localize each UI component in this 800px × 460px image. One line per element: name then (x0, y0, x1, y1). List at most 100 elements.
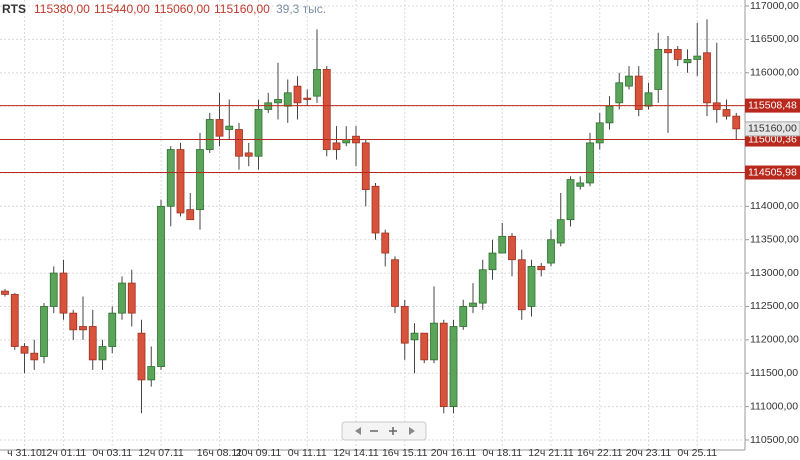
candle-body (176, 149, 185, 214)
candle-body (49, 272, 58, 307)
y-tick-label: 113000,00 (750, 267, 799, 279)
candle-body (449, 326, 458, 408)
candle-body (40, 306, 48, 357)
candle-body (235, 129, 243, 157)
candle-body (293, 85, 302, 104)
candle-body (254, 109, 263, 157)
candle-body (59, 272, 68, 314)
candle-body (127, 282, 136, 314)
candle-body (10, 294, 19, 347)
y-tick-label: 111500,00 (750, 367, 798, 379)
candle-body (556, 219, 565, 244)
candle-body (283, 92, 292, 107)
level-label-box (745, 98, 800, 113)
candle-body (215, 119, 224, 137)
y-tick-label: 116000,00 (750, 67, 799, 79)
last-price-box (744, 121, 800, 137)
candle-body (79, 326, 87, 331)
y-tick-label: 112000,00 (750, 334, 799, 346)
candle-body (673, 49, 682, 60)
y-tick-label: 110500,00 (750, 434, 799, 446)
candle-body (137, 332, 146, 381)
navigator-frame (341, 421, 427, 441)
x-tick-label: 0ч 18.11 (482, 447, 522, 459)
candle-body (420, 332, 429, 361)
x-tick-label: 16ч 22.11 (577, 447, 623, 459)
candle-body (225, 125, 234, 130)
y-tick-label: 111000,00 (750, 400, 798, 412)
last-price-label: 115160,00 (748, 123, 797, 135)
candle-body (322, 69, 331, 150)
x-tick-label: 16ч 08.11 (197, 447, 243, 459)
candle-body (605, 105, 614, 124)
candle-body (625, 75, 633, 87)
candle-body (722, 109, 731, 117)
candle-body (186, 209, 195, 221)
candle-body (703, 52, 711, 104)
scroll-right[interactable] (409, 427, 415, 435)
candle-body (430, 322, 438, 361)
candle-body (517, 259, 526, 311)
candle-body (371, 185, 380, 234)
x-tick-label: 0ч 11.11 (288, 447, 327, 459)
candle-body (313, 69, 321, 97)
candle-body (196, 149, 204, 211)
candle-body (410, 332, 419, 341)
candle-body (20, 346, 29, 354)
candle-body (361, 142, 370, 191)
candle-body (303, 97, 312, 100)
y-tick-label: 113500,00 (750, 233, 799, 245)
candle-body (498, 235, 507, 254)
candle-body (488, 252, 497, 271)
candle-body (537, 265, 546, 271)
candle-body (400, 306, 409, 344)
scroll-left[interactable] (355, 427, 361, 435)
header: RTS 115380,00 115440,00 115060,00 115160… (2, 2, 326, 16)
candle-body (712, 102, 721, 110)
y-tick-label: 112500,00 (750, 300, 799, 312)
x-tick-label: 20ч 09.11 (236, 447, 282, 459)
x-tick-label: ч 31.10 (7, 447, 42, 459)
candle-body (147, 366, 156, 381)
volume: 39,3 тыс. (276, 2, 326, 16)
level-label: 114505,98 (748, 166, 797, 178)
candle-body (391, 259, 399, 307)
x-tick-label: 0ч 25.11 (677, 447, 717, 459)
candle-body (732, 115, 741, 130)
candle-body (576, 182, 585, 187)
candle-body (166, 149, 175, 207)
candle-body (381, 232, 390, 254)
y-tick-label: 114000,00 (750, 200, 799, 212)
candle-body (683, 59, 692, 64)
candle-body (693, 55, 702, 60)
navigator (341, 421, 427, 441)
candle-body (69, 312, 78, 331)
x-tick-label: 16ч 15.11 (382, 447, 428, 459)
candle-body (1, 290, 9, 295)
symbol: RTS (2, 2, 26, 16)
y-tick-label: 117000,00 (750, 0, 799, 12)
x-tick-label: 12ч 14.11 (333, 447, 379, 459)
candle-body (274, 99, 282, 104)
x-tick-label: 12ч 01.11 (41, 447, 87, 459)
close-price: 115160,00 (214, 2, 270, 16)
candle-body (654, 49, 663, 90)
open-price: 115380,00 (34, 2, 90, 16)
candle-body (88, 326, 97, 361)
y-tick-label: 116500,00 (750, 33, 799, 45)
candle-body (469, 302, 477, 307)
candle-body (478, 269, 487, 304)
x-tick-label: 20ч 16.11 (431, 447, 477, 459)
candle-body (244, 152, 253, 157)
candle-body (595, 122, 604, 144)
candle-body (566, 179, 575, 221)
candle-body (586, 142, 594, 184)
candle-body (547, 239, 555, 264)
low-price: 115060,00 (154, 2, 210, 16)
candle-body (98, 346, 107, 361)
candle-body (157, 205, 165, 367)
candle-body (508, 235, 516, 261)
